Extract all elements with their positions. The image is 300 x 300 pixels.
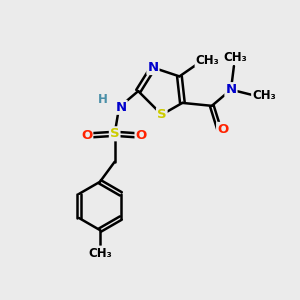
Text: O: O xyxy=(217,123,228,136)
Text: CH₃: CH₃ xyxy=(224,51,247,64)
Text: CH₃: CH₃ xyxy=(252,89,276,102)
Text: CH₃: CH₃ xyxy=(88,247,112,260)
Text: N: N xyxy=(116,101,127,114)
Text: N: N xyxy=(225,83,236,96)
Text: S: S xyxy=(110,127,119,140)
Text: H: H xyxy=(98,93,108,106)
Text: O: O xyxy=(136,129,147,142)
Text: N: N xyxy=(147,61,158,74)
Text: O: O xyxy=(81,129,92,142)
Text: S: S xyxy=(157,108,166,121)
Text: CH₃: CH₃ xyxy=(196,54,219,67)
